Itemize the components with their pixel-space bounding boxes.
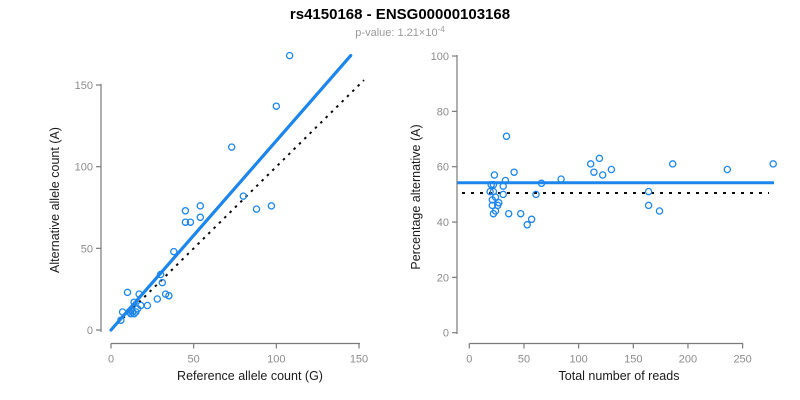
data-point	[158, 278, 167, 287]
data-point	[590, 168, 598, 176]
data-point	[186, 218, 195, 226]
data-point	[499, 182, 507, 190]
data-point	[502, 132, 511, 141]
data-point	[118, 308, 127, 316]
data-point	[128, 308, 137, 316]
y-tick-label: 0	[443, 328, 449, 340]
data-point	[285, 51, 294, 60]
data-point	[769, 160, 777, 168]
plot-title: rs4150168 - ENSG00000103168	[289, 6, 511, 23]
data-point	[532, 190, 540, 199]
data-point	[252, 205, 261, 213]
x-tick-label: 50	[188, 354, 200, 366]
y-tick-label: 100	[431, 51, 449, 63]
data-point	[510, 168, 518, 176]
x-tick-label: 100	[569, 354, 587, 366]
data-point	[527, 215, 536, 224]
data-point	[557, 175, 565, 183]
data-point	[196, 202, 205, 210]
y-tick-label: 0	[87, 325, 93, 337]
data-point	[489, 180, 498, 189]
x-tick-label: 100	[267, 354, 285, 366]
data-point	[181, 207, 190, 215]
fit-line	[109, 54, 353, 332]
data-point	[181, 218, 190, 226]
data-point	[132, 308, 140, 316]
data-point	[272, 102, 281, 110]
pvalue-exponent: -4	[437, 25, 445, 34]
data-point	[655, 207, 664, 215]
data-point	[156, 270, 165, 279]
data-point	[504, 209, 513, 218]
data-point	[490, 171, 499, 179]
data-point	[196, 213, 205, 222]
y-tick-label: 60	[437, 162, 449, 174]
data-point	[723, 165, 732, 174]
data-point	[586, 160, 595, 168]
y-tick-label: 150	[75, 80, 93, 92]
data-point	[123, 288, 132, 297]
pvalue-text: p-value: 1.21×10	[355, 27, 438, 39]
data-point	[607, 165, 616, 174]
percentage-vs-reads-scatter-x-label: Total number of reads	[559, 369, 680, 383]
data-point	[499, 190, 507, 199]
x-tick-label: 250	[733, 354, 751, 366]
x-tick-label: 50	[518, 354, 530, 366]
y-tick-label: 40	[437, 217, 449, 229]
data-point	[523, 221, 531, 229]
x-tick-label: 0	[466, 354, 472, 366]
data-point	[130, 298, 138, 306]
data-point	[644, 187, 653, 196]
x-tick-label: 200	[679, 354, 697, 366]
data-point	[153, 295, 162, 303]
data-point	[489, 209, 498, 218]
data-point	[488, 196, 497, 204]
data-point	[143, 301, 152, 310]
percentage-vs-reads-scatter-y-label: Percentage alternative (A)	[409, 124, 423, 269]
data-point	[487, 180, 495, 189]
data-point	[644, 201, 653, 210]
data-point	[239, 192, 248, 200]
data-point	[165, 291, 173, 300]
allele-counts-scatter-y-label: Alternative allele count (A)	[48, 127, 62, 273]
y-tick-label: 80	[437, 106, 449, 118]
data-point	[117, 316, 125, 324]
data-point	[598, 171, 607, 179]
y-tick-label: 20	[437, 272, 449, 284]
allele-counts-scatter-x-label: Reference allele count (G)	[177, 369, 323, 383]
data-point	[537, 179, 546, 188]
data-point	[227, 143, 236, 151]
x-tick-label: 150	[624, 354, 642, 366]
data-point	[127, 309, 135, 318]
x-tick-label: 0	[108, 354, 114, 366]
y-tick-label: 50	[81, 243, 93, 255]
data-point	[130, 309, 138, 318]
data-point	[516, 209, 525, 218]
data-point	[135, 290, 143, 298]
data-point	[595, 154, 604, 163]
data-point	[267, 202, 276, 210]
data-point	[488, 201, 497, 210]
y-tick-label: 100	[75, 162, 93, 174]
identity-line	[116, 79, 365, 325]
pvalue-subtitle: p-value: 1.21×10-4	[0, 25, 800, 39]
data-point	[486, 187, 494, 196]
x-tick-label: 150	[350, 354, 368, 366]
data-point	[668, 160, 677, 168]
data-point	[170, 247, 178, 256]
